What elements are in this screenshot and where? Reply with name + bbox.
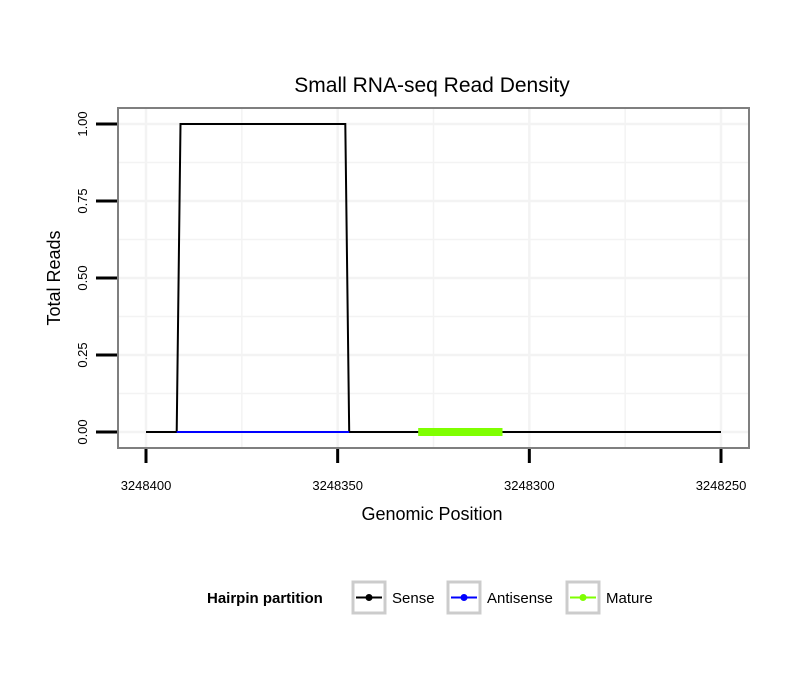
y-tick-label: 1.00 — [75, 111, 90, 136]
legend-key-point — [579, 594, 587, 601]
x-tick-label: 3248350 — [312, 478, 363, 493]
legend-label: Sense — [392, 590, 435, 607]
y-tick-label: 0.00 — [75, 419, 90, 444]
y-tick-label: 0.50 — [75, 265, 90, 290]
legend-label: Antisense — [487, 590, 553, 607]
series-layer — [146, 123, 721, 436]
legend-item-mature: Mature — [565, 580, 653, 615]
x-tick-label: 3248400 — [121, 478, 172, 493]
legend-title: Hairpin partition — [207, 590, 323, 607]
x-tick-label: 3248300 — [504, 478, 555, 493]
y-tick-label: 0.25 — [75, 342, 90, 367]
legend-key-point — [365, 594, 373, 601]
y-axis-title: Total Reads — [44, 230, 64, 325]
x-tick-label: 3248250 — [696, 478, 747, 493]
legend: Hairpin partition Sense Antisense Mature — [207, 580, 653, 615]
panel-border — [117, 107, 750, 449]
chart-title: Small RNA-seq Read Density — [294, 74, 570, 97]
legend-item-sense: Sense — [351, 580, 435, 615]
axes: 3248400 3248350 3248300 3248250 0.00 0.25 0.50… — [75, 111, 746, 493]
legend-item-antisense: Antisense — [446, 580, 553, 615]
legend-label: Mature — [606, 590, 653, 607]
y-tick-label: 0.75 — [75, 188, 90, 213]
legend-key-point — [460, 594, 468, 601]
series-line-sense — [146, 123, 721, 433]
x-axis-title: Genomic Position — [361, 504, 502, 524]
